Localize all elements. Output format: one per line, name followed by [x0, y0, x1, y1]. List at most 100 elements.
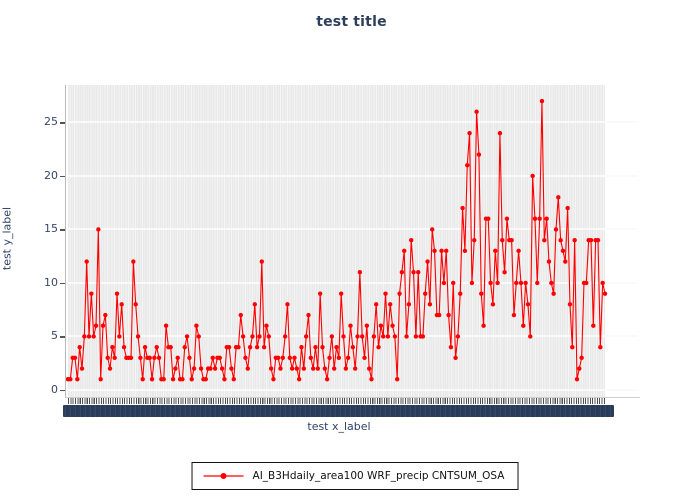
series-marker: [359, 334, 365, 339]
series-marker: [397, 291, 402, 296]
series-marker: [406, 302, 412, 307]
y-tick-label-15: 15: [44, 222, 58, 236]
series-marker: [252, 302, 257, 307]
series-marker: [598, 344, 603, 350]
chart-canvas: [65, 98, 608, 382]
series-marker: [84, 259, 89, 264]
series-marker: [138, 355, 143, 361]
series-marker: [502, 270, 507, 275]
y-axis-spine: [65, 85, 66, 397]
series-marker: [558, 237, 563, 243]
series-marker: [383, 291, 388, 296]
series-marker: [257, 334, 262, 339]
series-marker: [301, 366, 307, 371]
series-marker: [458, 291, 463, 296]
series-marker: [250, 334, 255, 339]
series-marker: [180, 377, 185, 382]
series-marker: [493, 248, 498, 254]
series-marker: [602, 291, 608, 296]
series-marker: [352, 366, 358, 371]
series-marker: [584, 280, 589, 286]
plot-area: [65, 85, 638, 397]
series-marker: [117, 334, 122, 339]
gridline-y-0: [65, 388, 638, 391]
series-marker: [271, 377, 276, 382]
series-marker: [240, 334, 246, 339]
series-marker: [504, 216, 510, 221]
series-marker: [261, 344, 267, 350]
series-marker: [551, 291, 556, 296]
series-marker: [565, 205, 570, 211]
series-marker: [168, 344, 173, 350]
series-marker: [348, 323, 353, 328]
series-marker: [285, 302, 290, 307]
legend-line-marker-icon: [203, 473, 244, 479]
series-marker: [390, 323, 395, 328]
series-marker: [444, 248, 449, 254]
series-marker: [530, 173, 535, 179]
series-marker: [591, 323, 596, 328]
series-marker: [308, 355, 314, 361]
series-marker: [528, 334, 533, 339]
y-tick-label-25: 25: [44, 115, 58, 129]
x-tick-marks: [68, 398, 606, 404]
series-marker: [539, 98, 545, 104]
series-marker: [366, 366, 372, 371]
series-marker: [497, 130, 503, 136]
series-marker: [511, 312, 517, 318]
series-marker: [175, 355, 180, 361]
gridline-y-20: [65, 174, 638, 177]
series-marker: [292, 355, 297, 361]
series-marker: [486, 216, 491, 221]
y-tick-label-0: 0: [51, 382, 58, 396]
series-marker: [163, 323, 169, 328]
series-marker: [287, 355, 292, 361]
series-marker: [600, 280, 605, 286]
series-marker: [142, 344, 148, 350]
series-marker: [409, 237, 414, 243]
series-marker: [289, 366, 295, 371]
gridline-y-15: [65, 228, 638, 231]
series-marker: [378, 323, 384, 328]
series-marker: [488, 280, 493, 286]
series-marker: [268, 366, 274, 371]
series-marker: [231, 377, 236, 382]
series-marker: [121, 344, 127, 350]
series-marker: [79, 366, 85, 371]
series-marker: [313, 344, 318, 350]
series-marker: [210, 355, 215, 361]
series-marker: [556, 195, 561, 200]
series-marker: [588, 237, 594, 243]
series-marker: [212, 366, 218, 371]
series-marker: [317, 291, 323, 296]
series-marker: [518, 280, 524, 286]
series-marker: [427, 302, 433, 307]
series-marker: [451, 280, 456, 286]
series-marker: [362, 355, 367, 361]
x-axis-label: test x_label: [307, 420, 371, 433]
y-tick-labels: 0 5 10 15 20 25: [0, 85, 58, 397]
series-marker: [441, 280, 447, 286]
series-marker: [103, 312, 108, 318]
series-marker: [161, 377, 166, 382]
series-marker: [217, 355, 222, 361]
series-marker: [446, 312, 451, 318]
series-marker: [500, 237, 505, 243]
series-marker: [203, 377, 208, 382]
series-marker: [107, 366, 113, 371]
series-marker: [549, 280, 554, 286]
series-marker: [373, 302, 379, 307]
series-marker: [467, 130, 472, 136]
series-marker: [324, 377, 330, 382]
series-marker: [430, 227, 435, 232]
series-marker: [222, 377, 227, 382]
series-marker: [152, 355, 157, 361]
series-marker: [546, 259, 552, 264]
series-marker: [455, 334, 461, 339]
series-marker: [544, 216, 549, 221]
series-marker: [381, 334, 386, 339]
series-marker: [439, 248, 444, 254]
series-marker: [131, 259, 136, 264]
series-marker: [119, 302, 124, 307]
series-marker: [86, 334, 92, 339]
